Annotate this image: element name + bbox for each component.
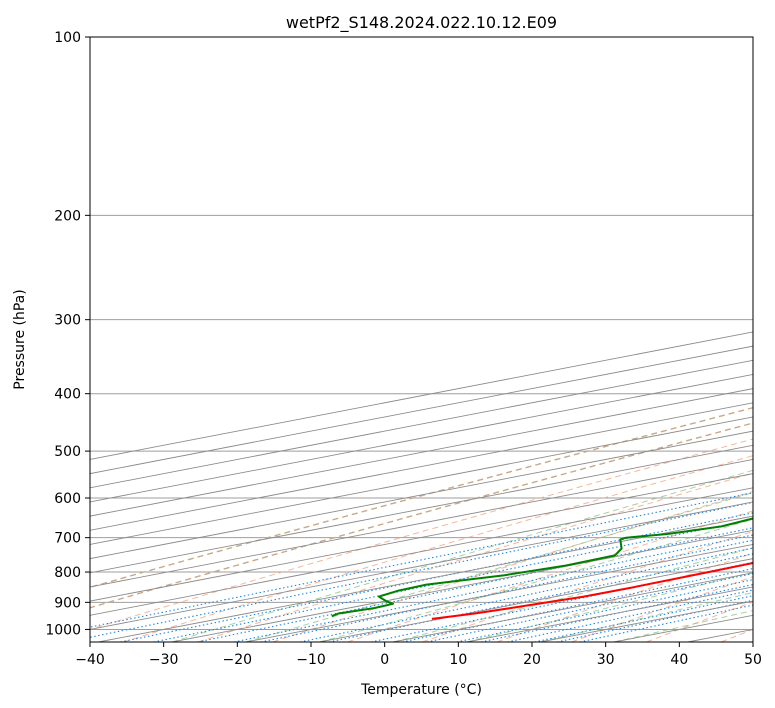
mixing-ratio-line [233,534,753,642]
mixing-ratio-line [507,589,753,642]
moist-adiabat-line [540,591,753,642]
chart-title: wetPf2_S148.2024.022.10.12.E09 [286,13,557,33]
isotherm-line [466,586,753,642]
dry-adiabat-line [347,510,753,642]
y-tick-label: 900 [54,595,81,611]
dry-adiabat-line [90,406,753,589]
x-tick-label: −10 [296,652,326,668]
isotherm-line [98,515,753,642]
moist-adiabat-line [613,610,753,642]
dry-adiabat-line [90,422,753,609]
y-tick-label: 500 [54,444,81,460]
moist-adiabat-line [171,469,753,642]
isotherm-line [90,473,753,602]
sounding-series [331,517,753,620]
moist-adiabat-line [466,571,753,642]
isotherm-line [90,345,753,475]
y-tick-label: 800 [54,565,81,581]
y-tick-label: 1000 [45,622,81,638]
x-tick-label: −40 [75,652,105,668]
x-tick-label: 10 [449,652,467,668]
isotherm-line [90,373,753,503]
x-tick-label: 40 [670,652,688,668]
isotherm-line [90,359,753,489]
dry-adiabat-line [198,472,753,642]
mixing-ratio-lines: 0.10.20.40.611.52346810131620253036 [90,492,753,642]
isotherm-line [319,558,753,642]
y-tick-label: 400 [54,387,81,403]
y-tick-label: 600 [54,491,81,507]
y-axis-label: Pressure (hPa) [12,289,28,389]
dry-adiabat-line [90,438,753,630]
y-axis-ticks: 100 200 300 400 500 600 700 800 900 1000 [45,30,90,638]
mixing-ratio-line [480,584,753,642]
isotherm-line [171,529,753,642]
y-tick-label: 700 [54,531,81,547]
mixing-ratio-line [120,512,753,642]
isotherm-line [90,402,753,531]
dry-adiabat-line [422,530,753,642]
y-tick-label: 200 [54,208,81,224]
pressure-grid [90,37,753,630]
temperature-line [431,561,753,620]
isotherm-line [90,501,753,630]
mixing-ratio-line [197,527,753,642]
plot-frame [89,36,754,643]
isotherm-line [90,388,753,517]
y-tick-label: 300 [54,313,81,329]
y-tick-label: 100 [54,30,81,46]
x-axis-label: Temperature (°C) [360,682,482,698]
isotherm-line [90,331,753,460]
moist-adiabats [171,469,753,642]
x-tick-label: 50 [744,652,762,668]
isotherm-line [90,416,753,545]
x-tick-label: −30 [149,652,179,668]
x-axis-ticks: −40 −30 −20 −10 0 10 20 30 40 50 [75,642,762,668]
mixing-ratio-line [153,518,753,642]
dry-adiabats [90,406,753,642]
isotherms [90,37,775,642]
dry-adiabat-line [646,601,753,642]
isotherm-line [90,444,753,574]
isotherm-line [90,458,753,588]
dry-adiabat-line [720,628,753,642]
mixing-ratio-line [579,604,753,642]
x-tick-label: 20 [523,652,541,668]
x-tick-label: −20 [223,652,253,668]
moist-adiabat-line [319,518,753,642]
x-tick-label: 30 [597,652,615,668]
dewpoint-line [331,517,753,618]
mixing-ratio-line [556,599,753,642]
isotherm-line [761,37,775,642]
plot-area: 0.10.20.40.611.52346810131620253036 -100… [90,37,775,642]
isotherm-line [90,487,753,616]
dry-adiabat-line [123,455,753,642]
mixing-ratio-line [299,547,753,642]
isotherm-line [90,430,753,560]
dry-adiabat-line [496,552,753,642]
mixing-ratio-line [534,595,753,642]
isotherm-line [613,614,753,642]
x-tick-label: 0 [380,652,389,668]
mixing-ratio-line [90,492,753,628]
